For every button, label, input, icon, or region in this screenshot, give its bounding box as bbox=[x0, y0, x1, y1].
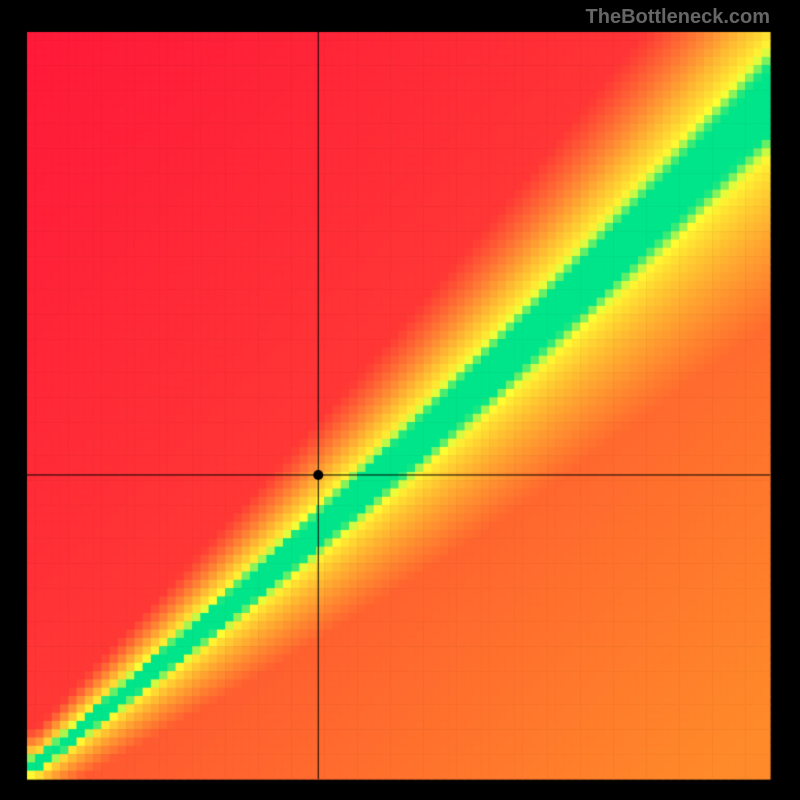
attribution-text: TheBottleneck.com bbox=[586, 6, 770, 29]
bottleneck-heatmap bbox=[0, 0, 800, 800]
